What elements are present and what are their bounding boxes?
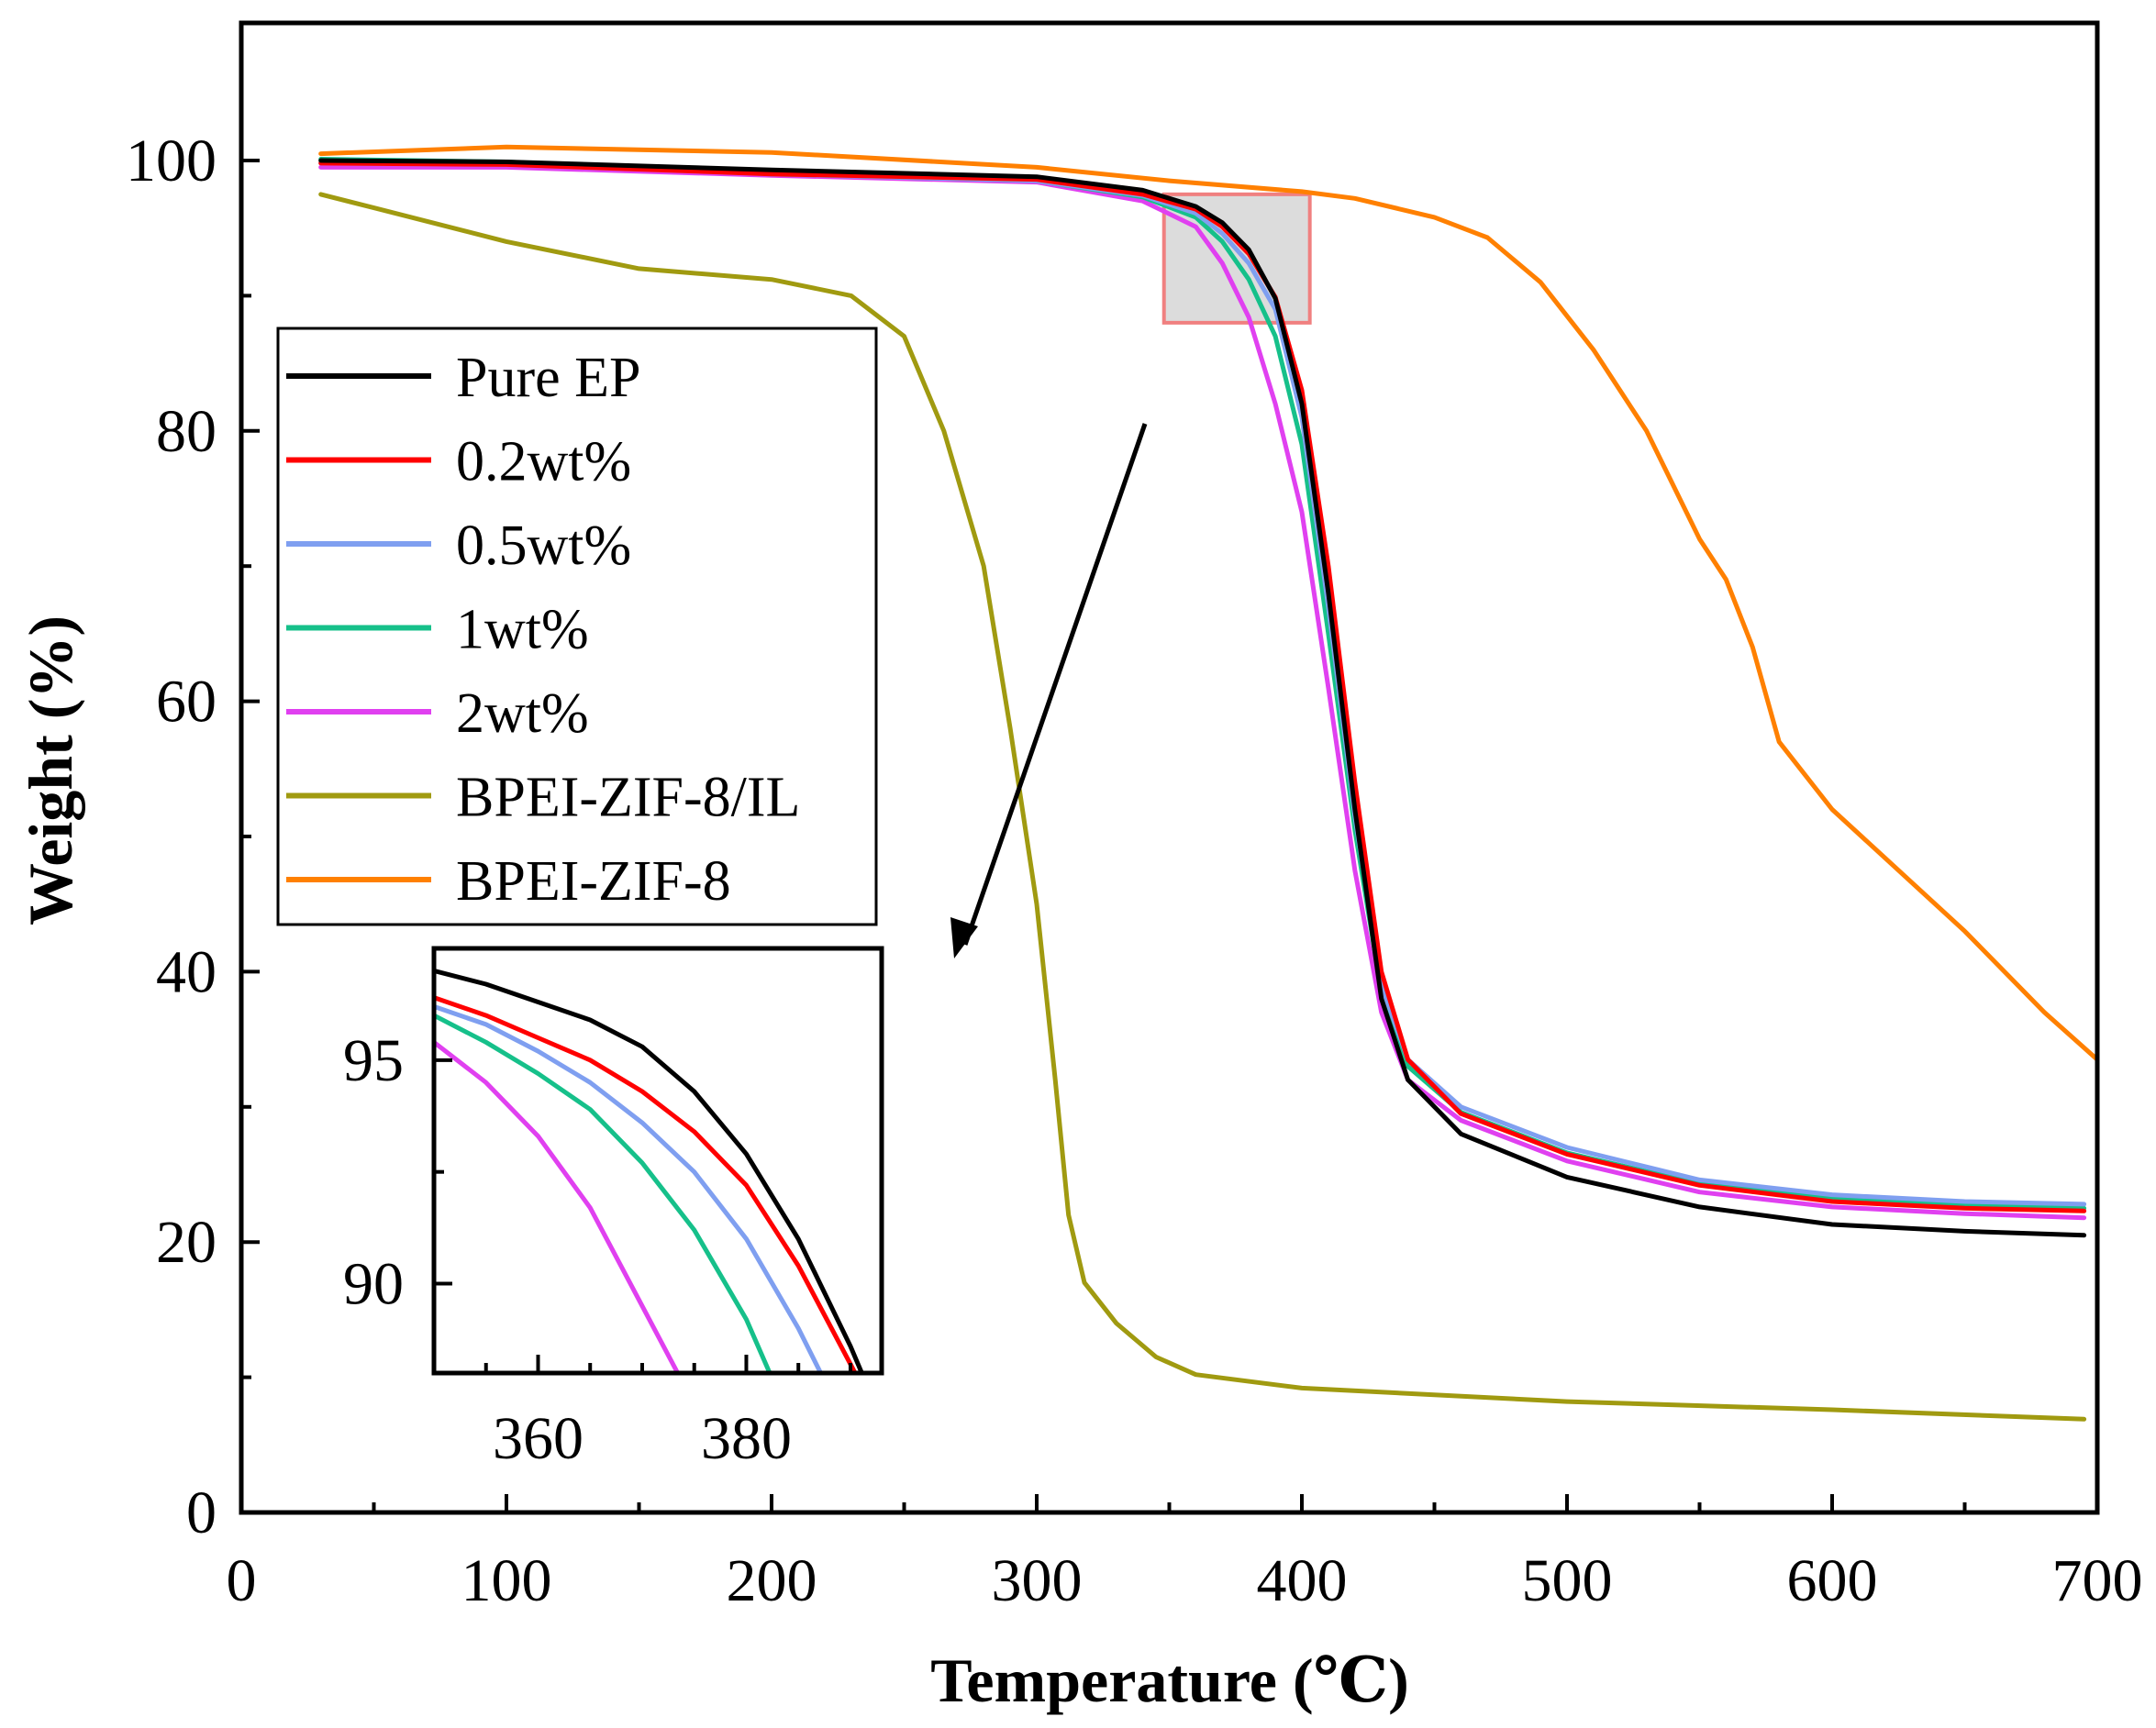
inset-line-2wt bbox=[434, 1039, 681, 1373]
x-tick-label: 400 bbox=[1257, 1547, 1348, 1614]
x-tick-label: 300 bbox=[992, 1547, 1083, 1614]
x-axis-title: Temperature (℃) bbox=[930, 1645, 1409, 1715]
x-tick-label: 100 bbox=[461, 1547, 552, 1614]
series-line-pure-ep bbox=[318, 158, 2087, 1238]
main-axis-ticks: 0 100 200 300 400 500 600 700 0 20 40 60 80 100 bbox=[126, 127, 2143, 1614]
y-tick-label: 80 bbox=[156, 398, 217, 465]
x-tick-label: 200 bbox=[727, 1547, 817, 1614]
x-tick-label: 500 bbox=[1522, 1547, 1613, 1614]
inset-plot: 360 380 90 95 bbox=[343, 946, 884, 1472]
inset-series-lines bbox=[434, 968, 865, 1373]
series-line-0-2wt bbox=[318, 161, 2087, 1213]
legend-label-bpei-zif-8: BPEI-ZIF-8 bbox=[456, 850, 731, 913]
inset-x-tick-label: 360 bbox=[493, 1405, 583, 1472]
legend-label-0-5wt: 0.5wt% bbox=[456, 515, 631, 577]
inset-frame bbox=[431, 946, 884, 1376]
inset-y-tick-label: 95 bbox=[343, 1027, 404, 1094]
legend-label-1wt: 1wt% bbox=[456, 599, 589, 661]
inset-y-tick-label: 90 bbox=[343, 1251, 404, 1318]
inset-x-tick-label: 380 bbox=[701, 1405, 792, 1472]
inset-background bbox=[434, 948, 882, 1373]
y-tick-label: 60 bbox=[156, 669, 217, 736]
x-tick-label: 0 bbox=[227, 1547, 257, 1614]
inset-axis-ticks: 360 380 90 95 bbox=[343, 1027, 852, 1472]
y-axis-title: Weight (%) bbox=[16, 615, 85, 925]
legend-label-bpei-zif-8-il: BPEI-ZIF-8/IL bbox=[456, 767, 800, 829]
y-tick-label: 100 bbox=[126, 127, 217, 194]
main-plot-area: 0 100 200 300 400 500 600 700 0 20 40 60 80 100 bbox=[126, 20, 2143, 1614]
x-tick-label: 700 bbox=[2052, 1547, 2143, 1614]
legend-label-pure-ep: Pure EP bbox=[456, 347, 641, 409]
series-line-bpei-zif-8-il bbox=[318, 192, 2087, 1422]
inset-line-0-2wt bbox=[434, 995, 858, 1373]
inset-line-1wt bbox=[434, 1013, 772, 1373]
y-tick-label: 0 bbox=[186, 1479, 217, 1546]
main-series-lines bbox=[318, 144, 2100, 1422]
series-line-bpei-zif-8 bbox=[318, 144, 2100, 1062]
inset-line-pure-ep bbox=[434, 968, 865, 1373]
inset-line-0-5wt bbox=[434, 1003, 824, 1373]
legend-label-0-2wt: 0.2wt% bbox=[456, 431, 631, 493]
zoom-pointer-arrow bbox=[950, 423, 1148, 958]
legend: Pure EP 0.2wt% 0.5wt% 1wt% 2wt% BPEI-ZIF-8/IL… bbox=[276, 327, 878, 926]
y-tick-label: 20 bbox=[156, 1209, 217, 1276]
axis-titles: Temperature (℃) Weight (%) bbox=[16, 615, 1409, 1715]
x-tick-label: 600 bbox=[1787, 1547, 1878, 1614]
legend-label-2wt: 2wt% bbox=[456, 682, 589, 745]
y-tick-label: 40 bbox=[156, 938, 217, 1005]
